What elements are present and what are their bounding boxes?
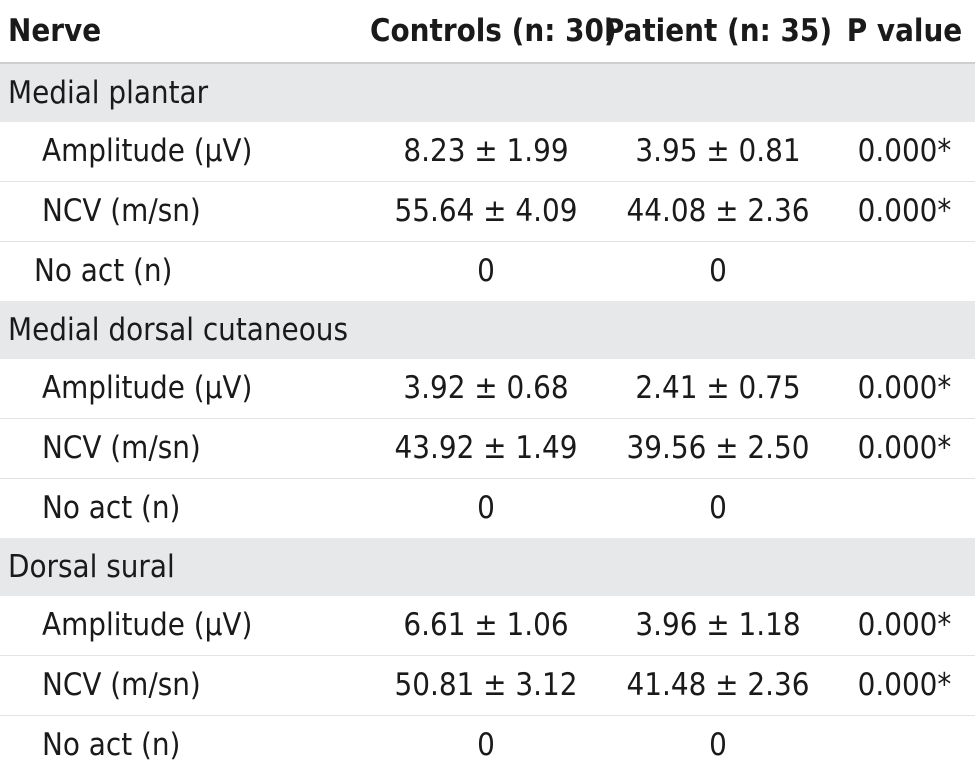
row-label: No act (n) xyxy=(0,479,370,539)
p-value: 0.000* xyxy=(834,656,975,716)
p-value: 0.000* xyxy=(834,182,975,242)
patient-value: 2.41 ± 0.75 xyxy=(602,359,834,419)
group-name: Medial plantar xyxy=(0,63,975,122)
row-label: NCV (m/sn) xyxy=(0,419,370,479)
group-medial-dorsal-cutaneous: Medial dorsal cutaneous Amplitude (μV) 3… xyxy=(0,301,975,538)
controls-value: 8.23 ± 1.99 xyxy=(370,122,602,182)
patient-value: 0 xyxy=(602,716,834,775)
group-name: Medial dorsal cutaneous xyxy=(0,301,975,359)
table-row: Amplitude (μV) 8.23 ± 1.99 3.95 ± 0.81 0… xyxy=(0,122,975,182)
row-label: No act (n) xyxy=(0,242,370,302)
group-header: Medial dorsal cutaneous xyxy=(0,301,975,359)
p-value: 0.000* xyxy=(834,122,975,182)
row-label: NCV (m/sn) xyxy=(0,182,370,242)
p-value: 0.000* xyxy=(834,419,975,479)
header-controls: Controls (n: 30) xyxy=(370,0,602,63)
group-header: Dorsal sural xyxy=(0,538,975,596)
p-value xyxy=(834,242,975,302)
controls-value: 50.81 ± 3.12 xyxy=(370,656,602,716)
p-value: 0.000* xyxy=(834,596,975,656)
row-label: NCV (m/sn) xyxy=(0,656,370,716)
table-row: Amplitude (μV) 6.61 ± 1.06 3.96 ± 1.18 0… xyxy=(0,596,975,656)
table-row: No act (n) 0 0 xyxy=(0,716,975,775)
row-label: Amplitude (μV) xyxy=(0,596,370,656)
patient-value: 3.96 ± 1.18 xyxy=(602,596,834,656)
group-dorsal-sural: Dorsal sural Amplitude (μV) 6.61 ± 1.06 … xyxy=(0,538,975,775)
controls-value: 3.92 ± 0.68 xyxy=(370,359,602,419)
header-nerve: Nerve xyxy=(0,0,370,63)
patient-value: 3.95 ± 0.81 xyxy=(602,122,834,182)
controls-value: 0 xyxy=(370,479,602,539)
patient-value: 39.56 ± 2.50 xyxy=(602,419,834,479)
group-header: Medial plantar xyxy=(0,63,975,122)
patient-value: 0 xyxy=(602,479,834,539)
row-label: Amplitude (μV) xyxy=(0,359,370,419)
patient-value: 0 xyxy=(602,242,834,302)
p-value xyxy=(834,479,975,539)
table-row: NCV (m/sn) 50.81 ± 3.12 41.48 ± 2.36 0.0… xyxy=(0,656,975,716)
row-label: No act (n) xyxy=(0,716,370,775)
table-row: NCV (m/sn) 43.92 ± 1.49 39.56 ± 2.50 0.0… xyxy=(0,419,975,479)
patient-value: 41.48 ± 2.36 xyxy=(602,656,834,716)
table-row: No act (n) 0 0 xyxy=(0,242,975,302)
table-row: No act (n) 0 0 xyxy=(0,479,975,539)
header-row: Nerve Controls (n: 30) Patient (n: 35) P… xyxy=(0,0,975,63)
p-value: 0.000* xyxy=(834,359,975,419)
controls-value: 6.61 ± 1.06 xyxy=(370,596,602,656)
p-value xyxy=(834,716,975,775)
controls-value: 43.92 ± 1.49 xyxy=(370,419,602,479)
table-row: Amplitude (μV) 3.92 ± 0.68 2.41 ± 0.75 0… xyxy=(0,359,975,419)
table-row: NCV (m/sn) 55.64 ± 4.09 44.08 ± 2.36 0.0… xyxy=(0,182,975,242)
group-medial-plantar: Medial plantar Amplitude (μV) 8.23 ± 1.9… xyxy=(0,63,975,301)
patient-value: 44.08 ± 2.36 xyxy=(602,182,834,242)
header-patient: Patient (n: 35) xyxy=(602,0,834,63)
controls-value: 55.64 ± 4.09 xyxy=(370,182,602,242)
controls-value: 0 xyxy=(370,716,602,775)
group-name: Dorsal sural xyxy=(0,538,975,596)
controls-value: 0 xyxy=(370,242,602,302)
row-label: Amplitude (μV) xyxy=(0,122,370,182)
header-pvalue: P value xyxy=(834,0,975,63)
